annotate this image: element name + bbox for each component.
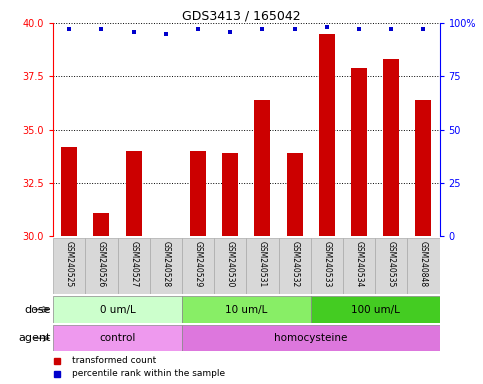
- Bar: [343, 238, 375, 294]
- Text: GSM240533: GSM240533: [322, 241, 331, 287]
- Text: GSM240525: GSM240525: [65, 241, 74, 287]
- Bar: [351, 68, 367, 236]
- Bar: [246, 238, 279, 294]
- Text: GSM240534: GSM240534: [355, 241, 364, 287]
- Bar: [407, 238, 440, 294]
- Bar: [222, 153, 238, 236]
- Bar: [255, 100, 270, 236]
- Bar: [415, 100, 431, 236]
- Bar: [311, 238, 343, 294]
- Text: control: control: [99, 333, 136, 343]
- Bar: [53, 296, 182, 323]
- Bar: [311, 296, 440, 323]
- Point: [227, 28, 234, 35]
- Bar: [214, 238, 246, 294]
- Text: GSM240526: GSM240526: [97, 241, 106, 287]
- Bar: [190, 151, 206, 236]
- Bar: [319, 34, 335, 236]
- Point: [194, 26, 202, 33]
- Bar: [53, 238, 85, 294]
- Text: GSM240535: GSM240535: [387, 241, 396, 287]
- Bar: [182, 238, 214, 294]
- Bar: [182, 296, 311, 323]
- Text: agent: agent: [18, 333, 51, 343]
- Bar: [286, 153, 303, 236]
- Text: 10 um/L: 10 um/L: [225, 305, 268, 314]
- Text: GSM240528: GSM240528: [161, 241, 170, 287]
- Bar: [375, 238, 407, 294]
- Text: GSM240848: GSM240848: [419, 241, 428, 287]
- Text: homocysteine: homocysteine: [274, 333, 347, 343]
- Point: [98, 26, 105, 33]
- Text: percentile rank within the sample: percentile rank within the sample: [72, 369, 226, 378]
- Point: [130, 28, 138, 35]
- Text: GSM240531: GSM240531: [258, 241, 267, 287]
- Point: [420, 26, 427, 33]
- Point: [387, 26, 395, 33]
- Bar: [93, 213, 110, 236]
- Text: GSM240527: GSM240527: [129, 241, 138, 287]
- Point: [258, 26, 266, 33]
- Bar: [182, 325, 440, 351]
- Bar: [126, 151, 142, 236]
- Point: [323, 24, 331, 30]
- Point: [291, 26, 298, 33]
- Point: [162, 31, 170, 37]
- Text: GDS3413 / 165042: GDS3413 / 165042: [182, 10, 301, 23]
- Bar: [279, 238, 311, 294]
- Point: [65, 26, 73, 33]
- Text: GSM240532: GSM240532: [290, 241, 299, 287]
- Text: GSM240529: GSM240529: [194, 241, 202, 287]
- Text: GSM240530: GSM240530: [226, 241, 235, 287]
- Bar: [53, 325, 182, 351]
- Bar: [61, 147, 77, 236]
- Text: 0 um/L: 0 um/L: [99, 305, 135, 314]
- Text: transformed count: transformed count: [72, 356, 156, 365]
- Bar: [150, 238, 182, 294]
- Text: 100 um/L: 100 um/L: [351, 305, 399, 314]
- Bar: [117, 238, 150, 294]
- Bar: [158, 235, 174, 236]
- Text: dose: dose: [24, 305, 51, 314]
- Bar: [383, 59, 399, 236]
- Bar: [85, 238, 117, 294]
- Point: [355, 26, 363, 33]
